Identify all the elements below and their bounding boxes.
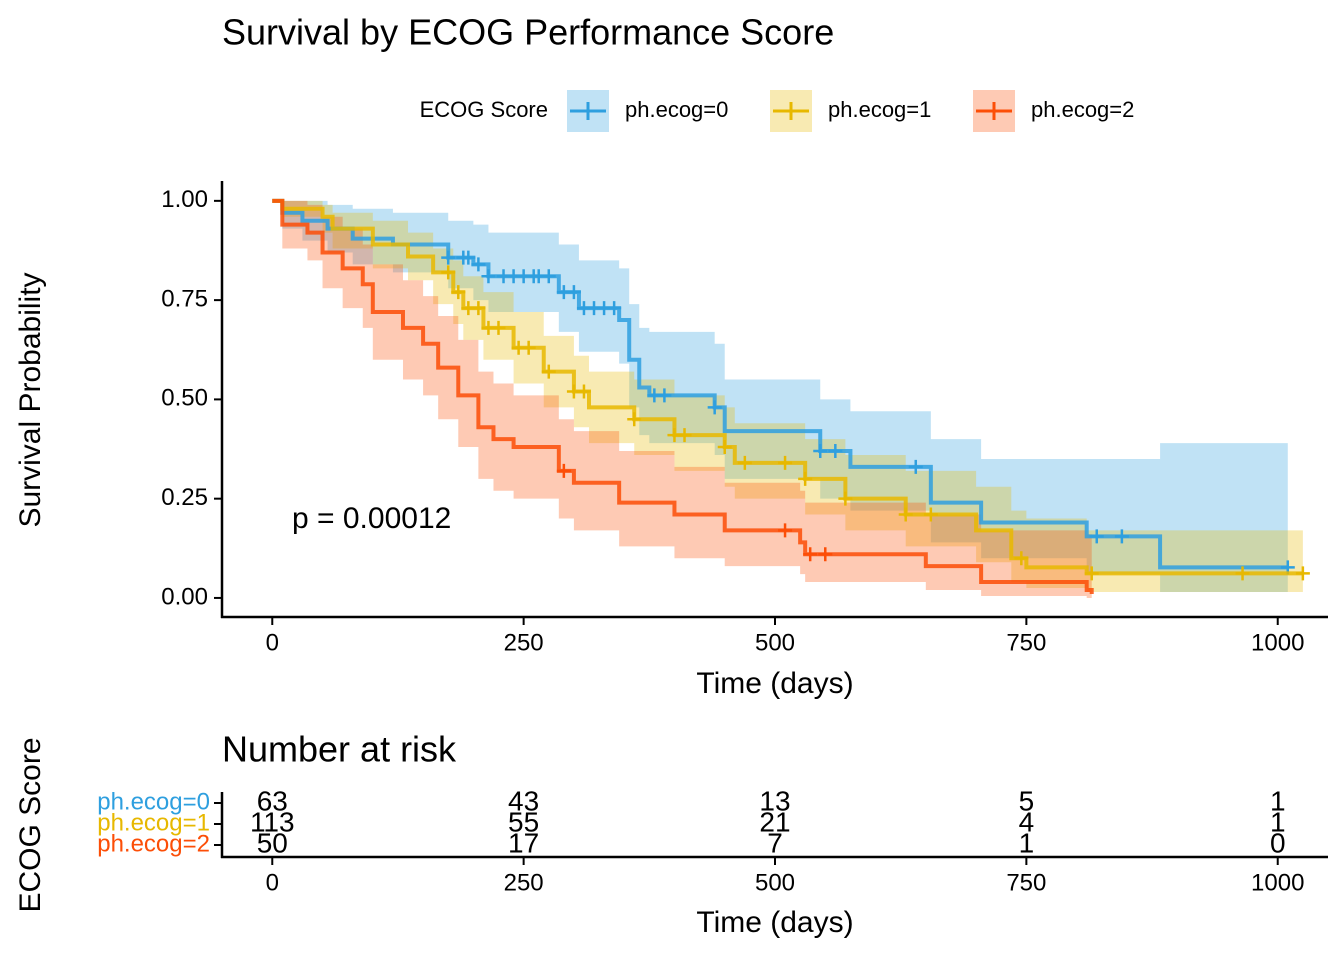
chart-title: Survival by ECOG Performance Score	[222, 12, 834, 53]
x-tick-label: 750	[1006, 629, 1046, 656]
censor-mark	[778, 455, 793, 470]
row-label: ph.ecog=0	[97, 788, 210, 815]
risk-count: 1	[1019, 827, 1035, 858]
x-tick-label: 250	[504, 869, 544, 896]
censor-mark	[1089, 529, 1104, 544]
censor-mark	[803, 547, 818, 562]
risk-count: 50	[257, 827, 288, 858]
censor-mark	[778, 523, 793, 538]
censor-mark	[1114, 529, 1129, 544]
censor-mark	[813, 444, 828, 459]
censor-mark	[717, 440, 732, 455]
row-label: ph.ecog=1	[97, 809, 210, 836]
y-tick-label: 1.00	[161, 186, 208, 213]
y-axis-label: Survival Probability	[14, 272, 47, 527]
row-label: ph.ecog=2	[97, 830, 210, 857]
risk-table-title: Number at risk	[222, 729, 457, 770]
censor-mark	[461, 250, 476, 265]
censor-mark	[607, 301, 622, 316]
censor-mark	[481, 269, 496, 284]
confidence-band	[272, 200, 1288, 592]
censor-mark	[1235, 566, 1250, 581]
censor-mark	[898, 507, 913, 522]
risk-count: 13	[759, 785, 790, 816]
censor-mark	[491, 320, 506, 335]
risk-count: 113	[250, 806, 295, 837]
censor-mark	[556, 463, 571, 478]
risk-count: 4	[1019, 806, 1035, 837]
censor-mark	[677, 428, 692, 443]
censor-mark	[521, 340, 536, 355]
risk-count: 0	[1270, 827, 1286, 858]
x-tick-label: 0	[266, 869, 279, 896]
x-axis-label: Time (days)	[696, 667, 853, 700]
risk-count: 5	[1019, 785, 1035, 816]
y-tick-label: 0.25	[161, 484, 208, 511]
censor-mark	[707, 400, 722, 415]
censor-mark	[657, 388, 672, 403]
risk-count: 7	[767, 827, 783, 858]
censor-mark	[566, 285, 581, 300]
risk-count: 1	[1270, 785, 1286, 816]
risk-count: 55	[508, 806, 539, 837]
censor-mark	[1014, 551, 1029, 566]
censor-mark	[1084, 566, 1099, 581]
censor-mark	[471, 301, 486, 316]
censor-mark	[1295, 566, 1310, 581]
x-tick-label: 750	[1006, 869, 1046, 896]
censor-mark	[441, 265, 456, 280]
risk-x-axis-label: Time (days)	[696, 906, 853, 939]
censor-mark	[441, 250, 456, 265]
censor-mark	[576, 384, 591, 399]
censor-mark	[838, 491, 853, 506]
x-tick-label: 250	[504, 629, 544, 656]
legend-label: ph.ecog=1	[828, 97, 931, 122]
censor-mark	[818, 547, 833, 562]
risk-y-axis-label: ECOG Score	[14, 737, 47, 912]
x-tick-label: 1000	[1251, 629, 1304, 656]
x-tick-label: 1000	[1251, 869, 1304, 896]
censor-mark	[923, 507, 938, 522]
x-tick-label: 500	[755, 629, 795, 656]
risk-count: 63	[257, 785, 288, 816]
censor-mark	[541, 364, 556, 379]
p-value: p = 0.00012	[292, 502, 451, 535]
censor-mark	[471, 257, 486, 272]
y-tick-label: 0.50	[161, 385, 208, 412]
censor-mark	[828, 444, 843, 459]
risk-count: 17	[508, 827, 539, 858]
risk-count: 43	[508, 785, 539, 816]
censor-mark	[627, 412, 642, 427]
survival-curve	[272, 198, 1288, 570]
censor-mark	[798, 471, 813, 486]
risk-count: 21	[759, 806, 790, 837]
y-tick-label: 0.75	[161, 285, 208, 312]
x-tick-label: 0	[266, 629, 279, 656]
legend-label: ph.ecog=2	[1031, 97, 1134, 122]
risk-count: 1	[1270, 806, 1286, 837]
legend-title: ECOG Score	[420, 97, 548, 122]
censor-mark	[908, 459, 923, 474]
censor-mark	[541, 269, 556, 284]
y-tick-label: 0.00	[161, 583, 208, 610]
legend-label: ph.ecog=0	[625, 97, 728, 122]
censor-mark	[737, 455, 752, 470]
x-tick-label: 500	[755, 869, 795, 896]
censor-mark	[451, 285, 466, 300]
